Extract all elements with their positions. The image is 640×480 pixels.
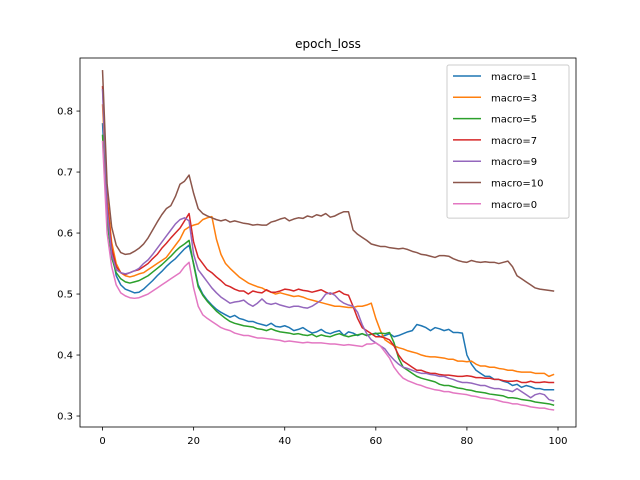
y-tick-label: 0.5 bbox=[57, 290, 73, 301]
legend-label: macro=9 bbox=[491, 157, 537, 168]
chart-title: epoch_loss bbox=[295, 37, 361, 51]
plot-frame bbox=[79, 57, 577, 428]
legend-label: macro=7 bbox=[491, 136, 537, 147]
y-axis: 0.3 0.4 0.5 0.6 0.7 0.8 bbox=[57, 107, 80, 423]
series-line-macro-9 bbox=[101, 88, 555, 402]
y-tick-label: 0.3 bbox=[57, 412, 73, 423]
legend-label: macro=0 bbox=[491, 200, 537, 211]
series-line-macro-10 bbox=[101, 70, 555, 292]
series-line-macro-5 bbox=[101, 134, 555, 406]
legend-label: macro=5 bbox=[491, 115, 537, 126]
y-tick-label: 0.6 bbox=[57, 229, 73, 240]
series-line-macro-3 bbox=[101, 104, 555, 378]
series-layer bbox=[101, 70, 555, 411]
y-tick-label: 0.7 bbox=[57, 168, 73, 179]
legend-box bbox=[446, 64, 570, 219]
x-tick-label: 20 bbox=[187, 436, 200, 447]
series-line-macro-0 bbox=[101, 140, 555, 411]
legend-label: macro=3 bbox=[491, 93, 537, 104]
series-line-macro-1 bbox=[101, 123, 555, 391]
y-tick-label: 0.4 bbox=[57, 351, 73, 362]
x-tick-label: 0 bbox=[99, 436, 105, 447]
x-tick-label: 80 bbox=[461, 436, 474, 447]
legend: macro=1 macro=3 macro=5 macro=7 macro=9 macro… bbox=[446, 64, 570, 219]
x-tick-label: 100 bbox=[548, 436, 567, 447]
x-tick-label: 40 bbox=[278, 436, 291, 447]
legend-label: macro=10 bbox=[491, 179, 543, 190]
legend-label: macro=1 bbox=[491, 72, 537, 83]
y-tick-label: 0.8 bbox=[57, 107, 73, 118]
x-tick-label: 60 bbox=[369, 436, 382, 447]
x-axis: 0 20 40 60 80 100 bbox=[99, 427, 568, 447]
